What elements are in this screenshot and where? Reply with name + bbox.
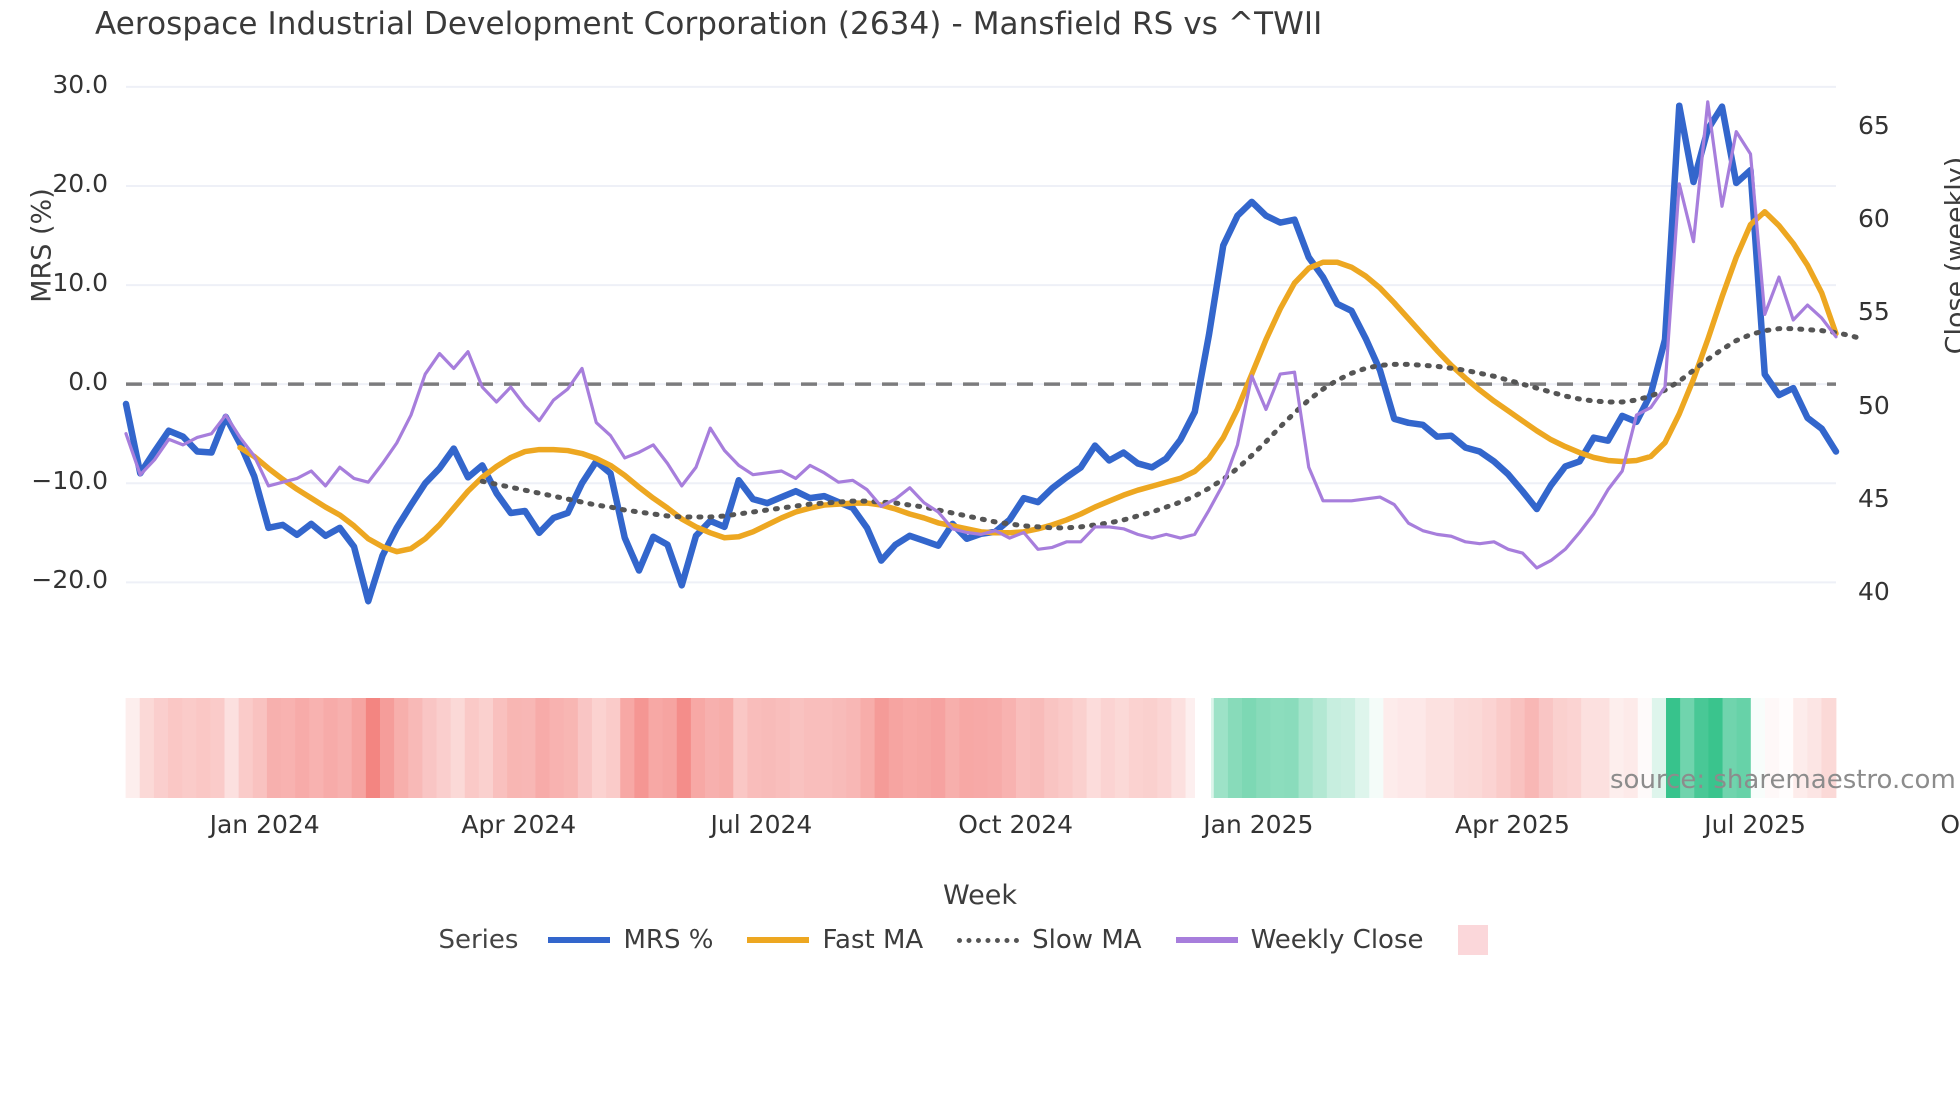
y-tick-right: 60 (1858, 204, 1890, 234)
series-line-mrs (122, 102, 1840, 605)
y-tick-left: 0.0 (68, 367, 108, 397)
y-tick-right: 40 (1858, 577, 1890, 607)
series-line-slow-ma (479, 326, 1867, 531)
y-tick-left: 20.0 (52, 168, 108, 198)
legend-swatch-fast-ma (747, 937, 810, 943)
x-tick: Apr 2024 (461, 810, 577, 839)
y-tick-right: 65 (1858, 110, 1890, 140)
series-line-weekly-close (124, 100, 1838, 570)
chart-legend: Series MRS % Fast MA Slow MA Weekly Close (0, 925, 1960, 955)
y-tick-right: 55 (1858, 297, 1890, 327)
chart-title: Aerospace Industrial Development Corpora… (95, 6, 1323, 42)
gridlines (126, 85, 1836, 584)
source-watermark: source: sharemaestro.com (1610, 765, 1956, 795)
legend-label: Slow MA (1032, 925, 1142, 955)
x-tick: Oct 2024 (958, 810, 1074, 839)
relative-strength-heat-strip (125, 698, 1837, 798)
y-axis-label-right: Close (weekly) (1940, 156, 1960, 355)
legend-swatch-weekly-close (1175, 937, 1238, 943)
x-tick: Apr 2025 (1455, 810, 1570, 839)
x-tick: Jul 2024 (710, 810, 813, 839)
x-tick: Jan 2024 (209, 810, 320, 839)
y-tick-right: 50 (1858, 390, 1890, 420)
legend-item-weekly-close[interactable]: Weekly Close (1175, 925, 1424, 955)
legend-label: Weekly Close (1250, 925, 1424, 955)
legend-item-heat-strip[interactable] (1457, 925, 1488, 955)
x-tick: Jul 2025 (1704, 810, 1806, 839)
y-tick-left: 30.0 (52, 69, 108, 99)
legend-label: MRS % (623, 925, 714, 955)
legend-label: Fast MA (822, 925, 924, 955)
x-tick: Oct 2025 (1940, 810, 1960, 839)
legend-swatch-slow-ma (957, 937, 1020, 943)
legend-swatch-mrs (548, 937, 611, 943)
x-axis-label: Week (943, 880, 1017, 911)
legend-item-mrs[interactable]: MRS % (548, 925, 713, 955)
y-tick-left: 10.0 (52, 268, 108, 298)
legend-item-fast-ma[interactable]: Fast MA (747, 925, 923, 955)
legend-item-slow-ma[interactable]: Slow MA (957, 925, 1142, 955)
y-tick-left: −10.0 (31, 466, 108, 496)
legend-title: Series (438, 925, 519, 955)
y-tick-left: −20.0 (31, 565, 108, 595)
x-tick: Jan 2025 (1203, 810, 1314, 839)
y-tick-right: 45 (1858, 483, 1890, 513)
legend-swatch-heat-strip (1457, 925, 1488, 955)
